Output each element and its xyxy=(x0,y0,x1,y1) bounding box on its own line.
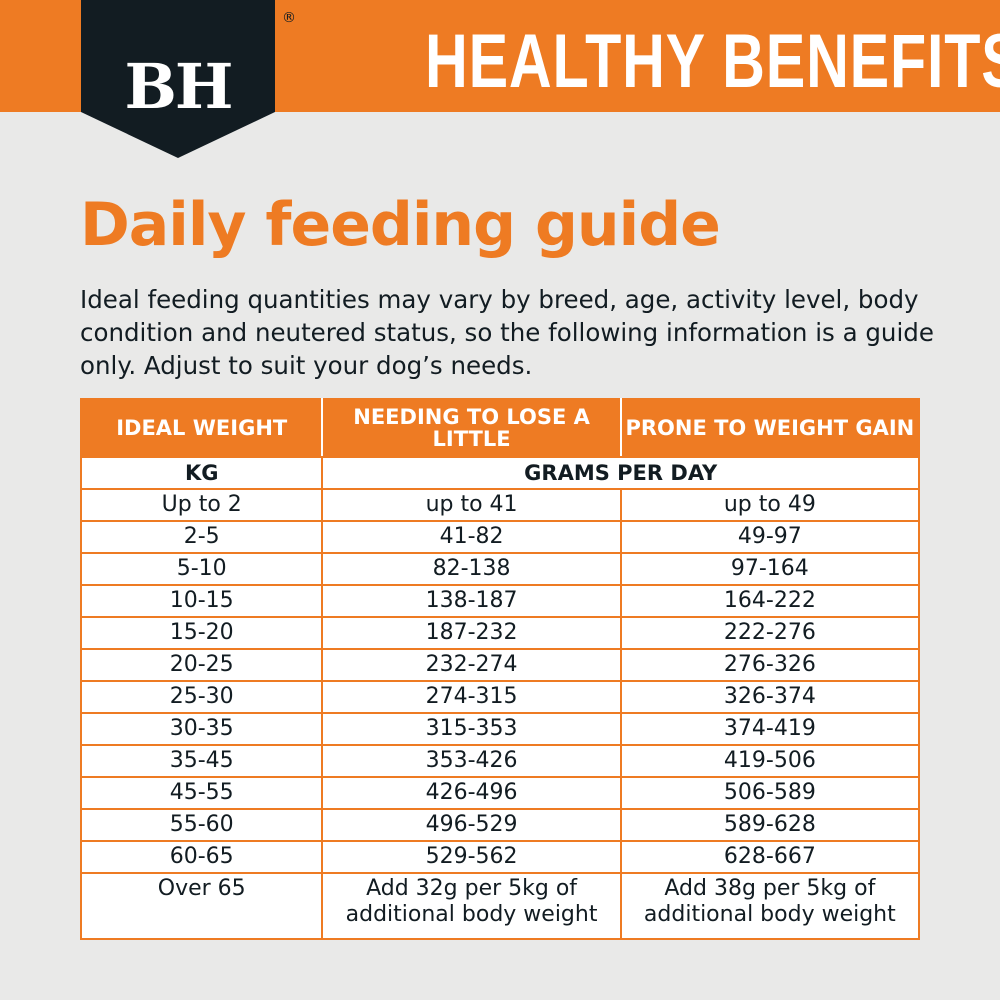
weight-cell: 25-30 xyxy=(79,680,324,714)
gain-cell: 97-164 xyxy=(619,552,921,586)
table-row: Up to 2 up to 41 up to 49 xyxy=(79,488,921,522)
brand-title: HEALTHY BENEFITS™ xyxy=(425,18,1000,105)
table-row-over-65: Over 65 Add 32g per 5kg of additional bod… xyxy=(79,872,921,940)
weight-cell: 15-20 xyxy=(79,616,324,650)
weight-cell: 5-10 xyxy=(79,552,324,586)
table-row: 15-20 187-232 222-276 xyxy=(79,616,921,650)
table-row: 30-35 315-353 374-419 xyxy=(79,712,921,746)
lose-cell: 426-496 xyxy=(321,776,622,810)
unit-grams-per-day: GRAMS PER DAY xyxy=(321,456,920,490)
unit-kg: KG xyxy=(79,456,324,490)
weight-cell: 55-60 xyxy=(79,808,324,842)
gain-cell: 326-374 xyxy=(619,680,921,714)
header-lose-a-little: NEEDING TO LOSE A LITTLE xyxy=(321,398,622,458)
weight-cell: 20-25 xyxy=(79,648,324,682)
gain-cell: 276-326 xyxy=(619,648,921,682)
weight-cell: 10-15 xyxy=(79,584,324,618)
table-row: 60-65 529-562 628-667 xyxy=(79,840,921,874)
lose-cell: Add 32g per 5kg of additional body weigh… xyxy=(321,872,622,940)
weight-cell: 35-45 xyxy=(79,744,324,778)
feeding-table: IDEAL WEIGHT NEEDING TO LOSE A LITTLE PR… xyxy=(79,398,921,940)
table-row: 35-45 353-426 419-506 xyxy=(79,744,921,778)
weight-cell: Up to 2 xyxy=(79,488,324,522)
lose-cell: 274-315 xyxy=(321,680,622,714)
table-row: 25-30 274-315 326-374 xyxy=(79,680,921,714)
lose-cell: 353-426 xyxy=(321,744,622,778)
header-ideal-weight: IDEAL WEIGHT xyxy=(79,398,324,458)
table-row: 55-60 496-529 589-628 xyxy=(79,808,921,842)
gain-cell: Add 38g per 5kg of additional body weigh… xyxy=(619,872,921,940)
lose-cell: 82-138 xyxy=(321,552,622,586)
registered-mark: ® xyxy=(282,10,296,26)
table-row: 5-10 82-138 97-164 xyxy=(79,552,921,586)
lose-cell: 232-274 xyxy=(321,648,622,682)
header-weight-gain: PRONE TO WEIGHT GAIN xyxy=(619,398,921,458)
lose-cell: 496-529 xyxy=(321,808,622,842)
bh-logo: BH xyxy=(124,50,234,123)
lose-cell: 315-353 xyxy=(321,712,622,746)
weight-cell: Over 65 xyxy=(79,872,324,940)
lose-cell: 138-187 xyxy=(321,584,622,618)
lose-cell: 529-562 xyxy=(321,840,622,874)
gain-cell: up to 49 xyxy=(619,488,921,522)
gain-cell: 419-506 xyxy=(619,744,921,778)
gain-cell: 164-222 xyxy=(619,584,921,618)
weight-cell: 60-65 xyxy=(79,840,324,874)
bh-logo-badge xyxy=(81,0,275,158)
table-row: 20-25 232-274 276-326 xyxy=(79,648,921,682)
gain-cell: 49-97 xyxy=(619,520,921,554)
gain-cell: 589-628 xyxy=(619,808,921,842)
table-row: 10-15 138-187 164-222 xyxy=(79,584,921,618)
table-row: 45-55 426-496 506-589 xyxy=(79,776,921,810)
brand-title-text: HEALTHY BENEFITS xyxy=(425,19,1000,104)
weight-cell: 30-35 xyxy=(79,712,324,746)
lose-cell: up to 41 xyxy=(321,488,622,522)
gain-cell: 222-276 xyxy=(619,616,921,650)
lose-cell: 187-232 xyxy=(321,616,622,650)
page-title: Daily feeding guide xyxy=(80,190,721,260)
table-row: 2-5 41-82 49-97 xyxy=(79,520,921,554)
table-header-row: IDEAL WEIGHT NEEDING TO LOSE A LITTLE PR… xyxy=(79,398,921,458)
gain-cell: 506-589 xyxy=(619,776,921,810)
intro-text: Ideal feeding quantities may vary by bre… xyxy=(80,285,934,380)
units-row: KG GRAMS PER DAY xyxy=(79,456,920,490)
gain-cell: 374-419 xyxy=(619,712,921,746)
gain-cell: 628-667 xyxy=(619,840,921,874)
lose-cell: 41-82 xyxy=(321,520,622,554)
weight-cell: 45-55 xyxy=(79,776,324,810)
weight-cell: 2-5 xyxy=(79,520,324,554)
